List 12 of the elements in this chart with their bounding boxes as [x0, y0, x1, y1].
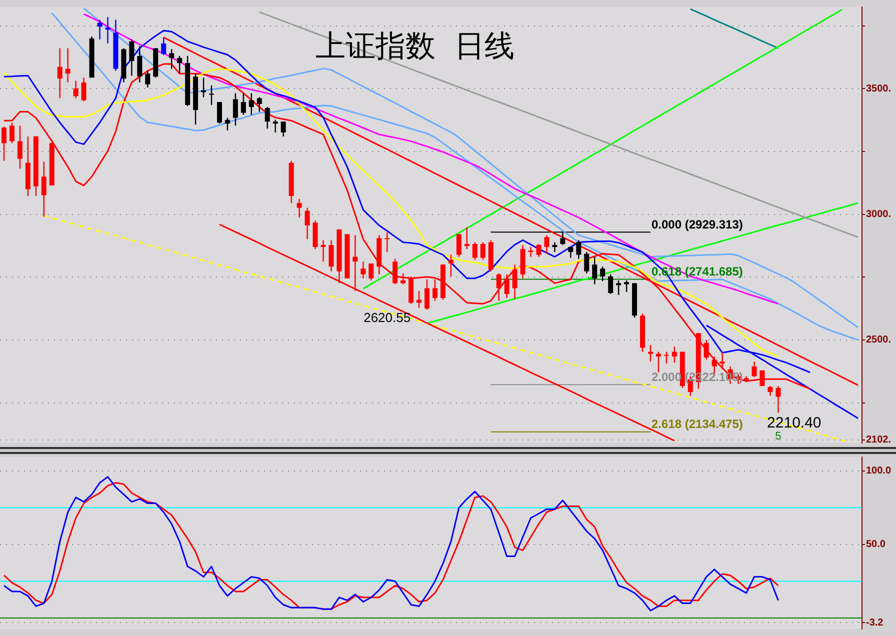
y-tick-label: 2102.: [866, 434, 892, 446]
y-tick-label: 100.0: [866, 466, 892, 477]
y-tick-label: 50.0: [866, 539, 886, 550]
annotation: 2620.55: [364, 310, 411, 326]
y-tick-label: 2500.: [866, 334, 892, 346]
y-tick-label: -3.2: [866, 617, 884, 628]
text: 上证指数 日线: [314, 28, 516, 66]
y-tick-label: 3000.: [866, 209, 892, 220]
ref-line-label: 2.618 (2134.475): [651, 417, 743, 432]
y-tick-label: 3500.: [866, 83, 892, 94]
ref-line-label: 0.000 (2929.313): [651, 217, 743, 232]
annotation: 5: [775, 430, 782, 443]
